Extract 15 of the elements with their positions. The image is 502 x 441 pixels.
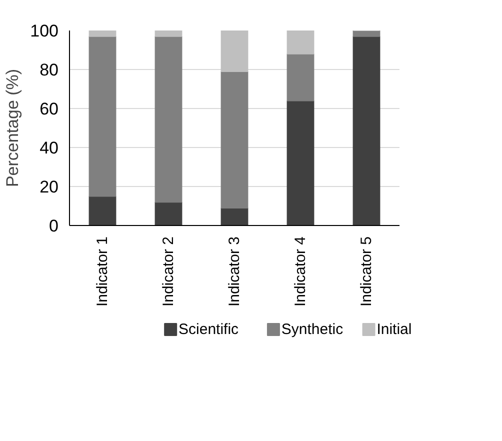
y-tick-label: 60 bbox=[40, 100, 59, 118]
y-tick-label: 40 bbox=[40, 138, 59, 158]
x-tick-label: Indicator 2 bbox=[160, 236, 177, 307]
y-tick-label: 0 bbox=[49, 216, 59, 236]
x-tick-label: Indicator 4 bbox=[292, 236, 309, 307]
legend-label: Synthetic bbox=[281, 321, 344, 338]
x-tick-label: Indicator 3 bbox=[226, 236, 243, 307]
y-tick-label: 80 bbox=[40, 60, 59, 80]
y-tick-label: 100 bbox=[30, 22, 59, 40]
y-tick-label: 20 bbox=[40, 178, 59, 196]
x-tick-label: Indicator 5 bbox=[358, 236, 375, 307]
y-axis-title: Percentage (%) bbox=[3, 68, 22, 188]
x-tick-label: Indicator 1 bbox=[94, 236, 111, 307]
legend-label: Initial bbox=[376, 321, 412, 338]
legend-label: Scientific bbox=[178, 321, 240, 338]
